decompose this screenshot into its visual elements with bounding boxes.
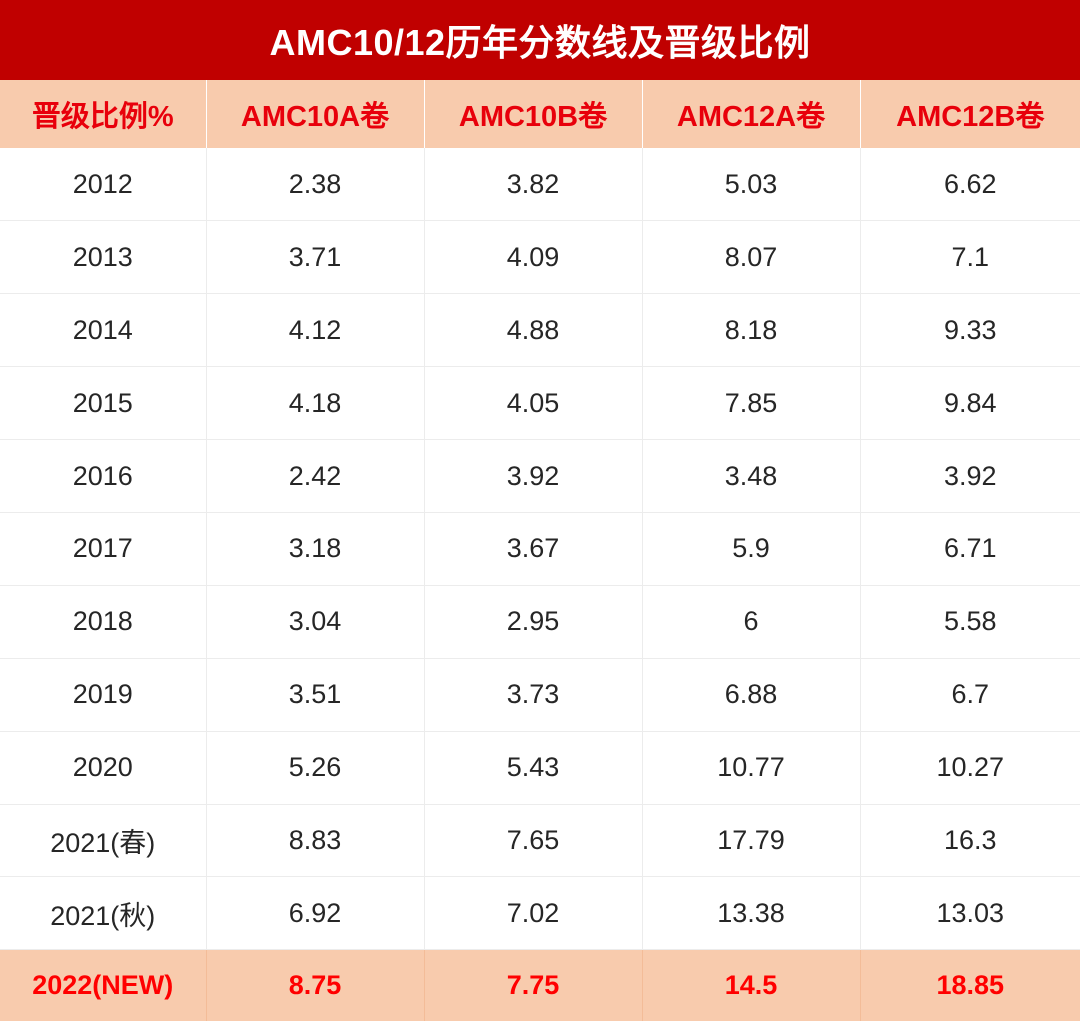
value-cell: 13.38 — [642, 876, 861, 951]
value-cell: 6.88 — [642, 658, 861, 732]
value-cell: 5.58 — [860, 585, 1080, 659]
table-row: 2012 2.38 3.82 5.03 6.62 — [0, 148, 1080, 222]
value-cell: 3.73 — [424, 658, 643, 732]
table-row: 2020 5.26 5.43 10.77 10.27 — [0, 731, 1080, 805]
year-cell: 2015 — [0, 366, 207, 441]
value-cell: 3.71 — [206, 220, 425, 295]
value-cell: 8.83 — [206, 804, 425, 878]
value-cell: 3.92 — [424, 439, 643, 513]
promotion-ratio-table: 晋级比例% AMC10A卷 AMC10B卷 AMC12A卷 AMC12B卷 20… — [0, 80, 1080, 1021]
value-cell: 5.43 — [424, 731, 643, 805]
value-cell: 14.5 — [642, 949, 861, 1021]
table-row: 2014 4.12 4.88 8.18 9.33 — [0, 293, 1080, 368]
value-cell: 4.12 — [206, 293, 425, 368]
table-title: AMC10/12历年分数线及晋级比例 — [0, 0, 1080, 80]
value-cell: 13.03 — [860, 876, 1080, 951]
value-cell: 6.71 — [860, 512, 1080, 586]
value-cell: 3.82 — [424, 148, 643, 222]
value-cell: 6.7 — [860, 658, 1080, 732]
value-cell: 2.95 — [424, 585, 643, 659]
table-row: 2017 3.18 3.67 5.9 6.71 — [0, 512, 1080, 586]
table-row: 2015 4.18 4.05 7.85 9.84 — [0, 366, 1080, 441]
header-cell-amc12b: AMC12B卷 — [896, 101, 1045, 133]
table-row: 2013 3.71 4.09 8.07 7.1 — [0, 220, 1080, 295]
table-row: 2016 2.42 3.92 3.48 3.92 — [0, 439, 1080, 513]
value-cell: 3.92 — [860, 439, 1080, 513]
year-cell: 2019 — [0, 658, 207, 732]
value-cell: 3.51 — [206, 658, 425, 732]
value-cell: 6.62 — [860, 148, 1080, 222]
value-cell: 3.04 — [206, 585, 425, 659]
value-cell: 18.85 — [936, 970, 1005, 1001]
value-cell: 8.07 — [642, 220, 861, 295]
value-cell: 4.05 — [424, 366, 643, 441]
table-row: 2019 3.51 3.73 6.88 6.7 — [0, 658, 1080, 732]
header-cell-amc10a: AMC10A卷 — [206, 80, 425, 148]
value-cell: 3.18 — [206, 512, 425, 586]
year-cell: 2021(春) — [0, 804, 207, 878]
year-cell: 2021(秋) — [0, 876, 207, 951]
table-row: 2021(秋) 6.92 7.02 13.38 13.03 — [0, 876, 1080, 951]
value-cell: 2.38 — [206, 148, 425, 222]
value-cell: 4.88 — [424, 293, 643, 368]
value-cell: 17.79 — [642, 804, 861, 878]
highlight-row-2022: 2022(NEW) 8.75 7.75 14.5 18.85 — [0, 949, 1080, 1021]
year-cell: 2018 — [0, 585, 207, 659]
value-cell: 5.9 — [642, 512, 861, 586]
value-cell: 8.18 — [642, 293, 861, 368]
value-cell: 5.03 — [642, 148, 861, 222]
table-row: 2021(春) 8.83 7.65 17.79 16.3 — [0, 804, 1080, 878]
value-cell: 7.65 — [424, 804, 643, 878]
year-cell: 2012 — [0, 148, 207, 222]
value-cell: 7.85 — [642, 366, 861, 441]
value-cell: 9.84 — [860, 366, 1080, 441]
value-cell: 7.02 — [424, 876, 643, 951]
value-cell: 7.75 — [424, 949, 643, 1021]
value-cell: 6.92 — [206, 876, 425, 951]
header-cell-ratio: 晋级比例% — [0, 80, 207, 148]
value-cell: 10.27 — [860, 731, 1080, 805]
value-cell: 3.48 — [642, 439, 861, 513]
year-cell: 2022(NEW) — [0, 949, 207, 1021]
value-cell: 16.3 — [860, 804, 1080, 878]
value-cell: 6 — [642, 585, 861, 659]
year-cell: 2014 — [0, 293, 207, 368]
header-cell-amc12a: AMC12A卷 — [642, 80, 861, 148]
value-cell: 5.26 — [206, 731, 425, 805]
value-cell: 3.67 — [424, 512, 643, 586]
header-row: 晋级比例% AMC10A卷 AMC10B卷 AMC12A卷 AMC12B卷 — [0, 80, 1080, 148]
value-cell: 7.1 — [860, 220, 1080, 295]
value-cell: 10.77 — [642, 731, 861, 805]
year-cell: 2013 — [0, 220, 207, 295]
year-cell: 2016 — [0, 439, 207, 513]
table-row: 2018 3.04 2.95 6 5.58 — [0, 585, 1080, 659]
value-cell: 4.18 — [206, 366, 425, 441]
value-cell: 9.33 — [860, 293, 1080, 368]
header-cell-amc10b: AMC10B卷 — [424, 80, 643, 148]
year-cell: 2017 — [0, 512, 207, 586]
value-cell: 4.09 — [424, 220, 643, 295]
value-cell: 8.75 — [206, 949, 425, 1021]
year-cell: 2020 — [0, 731, 207, 805]
value-cell: 2.42 — [206, 439, 425, 513]
